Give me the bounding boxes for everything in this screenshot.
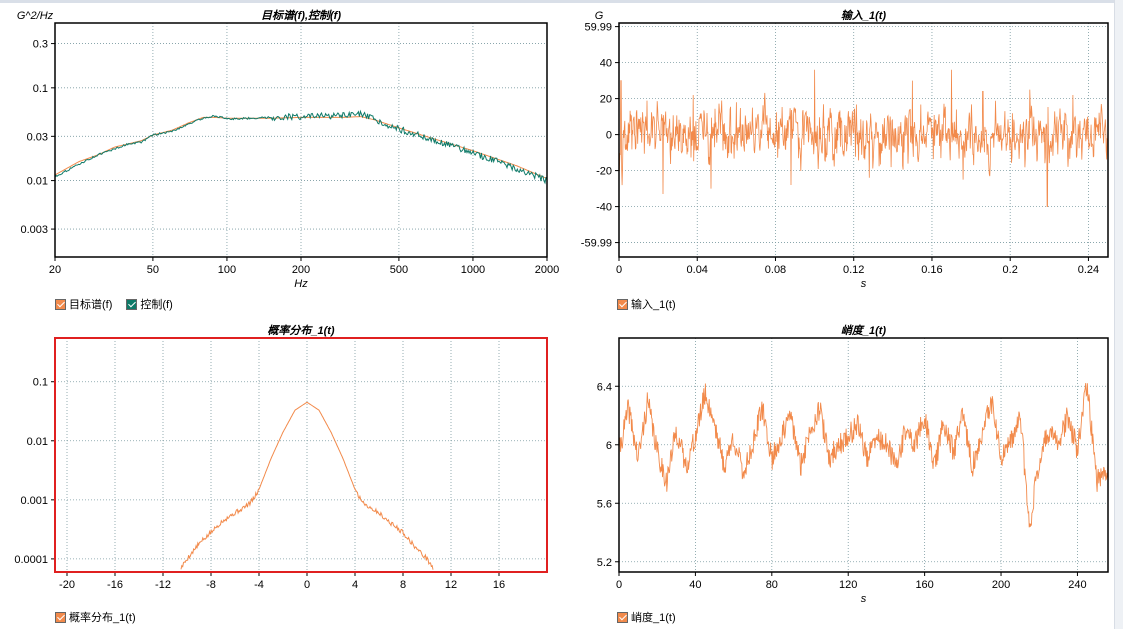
- y-tick-label: 20: [600, 94, 612, 106]
- x-tick-label: 80: [766, 579, 778, 591]
- x-tick-label: 8: [400, 579, 406, 591]
- x-tick-label: -12: [155, 579, 171, 591]
- x-tick-label: 100: [218, 264, 236, 276]
- kurt-chart[interactable]: 0 40 80 120 160 200 240 6.4 6 5.6 5.2 峭度_1(t)s: [560, 315, 1115, 607]
- kurt-chart-panel: 0 40 80 120 160 200 240 6.4 6 5.6 5.2 峭度_1(t) s 峭度_1…: [560, 315, 1115, 629]
- legend-item-control[interactable]: 控制(f): [126, 296, 173, 312]
- y-tick-label: 5.6: [597, 498, 612, 510]
- prob-chart-panel: -20 -16 -12 -8 -4 0 4 8 12 16 0.1 0.01 0.001 0.0001 概率…: [0, 315, 560, 629]
- x-tick-label: 0.04: [687, 264, 708, 276]
- x-tick-label: 12: [445, 579, 457, 591]
- x-tick-label: -16: [107, 579, 123, 591]
- window-top-border: [0, 0, 1123, 3]
- plot-border: [54, 337, 548, 573]
- y-tick-label: 6.4: [597, 381, 612, 393]
- x-tick-label: 40: [689, 579, 701, 591]
- y-tick-label: -20: [596, 166, 612, 178]
- chart-title: 峭度_1(t): [841, 324, 887, 337]
- x-tick-label: 160: [915, 579, 933, 591]
- legend-checkbox-input[interactable]: [617, 298, 628, 310]
- legend-checkbox-control[interactable]: [126, 298, 138, 310]
- y-tick-label: 0.3: [33, 39, 48, 51]
- legend-label-target: 目标谱(f): [69, 299, 113, 311]
- legend-item-input[interactable]: 输入_1(t): [617, 296, 676, 312]
- y-tick-label: 0.03: [27, 131, 48, 143]
- x-tick-label: 120: [839, 579, 857, 591]
- x-tick-label: 0.24: [1078, 264, 1099, 276]
- x-tick-label: 240: [1068, 579, 1086, 591]
- series-line-1: [55, 109, 547, 185]
- x-tick-label: 50: [147, 264, 159, 276]
- y-tick-label: -40: [596, 202, 612, 214]
- y-tick-label: 59.99: [584, 22, 612, 34]
- x-tick-label: 0.16: [921, 264, 942, 276]
- y-tick-label: 0: [606, 130, 612, 142]
- chart-title: 目标谱(f),控制(f): [261, 9, 341, 22]
- legend-item-prob[interactable]: 概率分布_1(t): [55, 609, 136, 625]
- kurt-legend: 峭度_1(t): [617, 609, 686, 625]
- scrollbar-track[interactable]: [1114, 0, 1123, 629]
- x-tick-label: 200: [292, 264, 310, 276]
- x-tick-label: 0.2: [1003, 264, 1018, 276]
- x-tick-label: 16: [493, 579, 505, 591]
- y-tick-label: 0.1: [33, 377, 48, 389]
- legend-label-kurt: 峭度_1(t): [631, 612, 676, 624]
- x-tick-label: 0: [304, 579, 310, 591]
- chart-title: 输入_1(t): [841, 9, 887, 22]
- x-tick-label: 0.08: [765, 264, 786, 276]
- input-chart[interactable]: 0 0.04 0.08 0.12 0.16 0.2 0.24 59.99 40 20 0 -20 -40…: [560, 0, 1115, 295]
- y-axis-label: G^2/Hz: [17, 10, 54, 22]
- legend-label-input: 输入_1(t): [631, 299, 676, 311]
- legend-checkbox-prob[interactable]: [55, 611, 66, 623]
- x-tick-label: -8: [206, 579, 216, 591]
- psd-chart-panel: 20 50 100 200 500 1000 2000 0.003 0.01 0.03 0.1 0.3…: [0, 0, 560, 315]
- input-legend: 输入_1(t): [617, 296, 686, 312]
- x-axis-label: Hz: [294, 278, 308, 290]
- y-tick-label: 0.0001: [14, 554, 48, 566]
- legend-label-control: 控制(f): [140, 299, 173, 311]
- series-line-input: [619, 69, 1108, 208]
- legend-checkbox-target[interactable]: [55, 298, 66, 310]
- chart-title: 概率分布_1(t): [267, 324, 335, 337]
- y-tick-label: 0.01: [27, 176, 48, 188]
- x-axis-label: s: [861, 593, 867, 605]
- psd-chart[interactable]: 20 50 100 200 500 1000 2000 0.003 0.01 0.03 0.1 0.3…: [0, 0, 560, 295]
- legend-item-target-spectrum[interactable]: 目标谱(f): [55, 296, 112, 312]
- plot-border: [54, 22, 548, 258]
- plot-border: [618, 22, 1109, 258]
- y-tick-label: 40: [600, 58, 612, 70]
- y-tick-label: 5.2: [597, 557, 612, 569]
- x-tick-label: 500: [390, 264, 408, 276]
- y-tick-label: 6: [606, 440, 612, 452]
- prob-legend: 概率分布_1(t): [55, 609, 146, 625]
- plot-area: [55, 338, 547, 572]
- input-chart-panel: 0 0.04 0.08 0.12 0.16 0.2 0.24 59.99 40 20 0 -20 -40…: [560, 0, 1115, 315]
- psd-legend: 目标谱(f) 控制(f): [55, 296, 183, 312]
- series-line-kurt: [619, 382, 1108, 528]
- y-tick-label: 0.001: [20, 495, 48, 507]
- y-tick-label: -59.99: [581, 238, 612, 250]
- x-tick-label: 0.12: [843, 264, 864, 276]
- legend-label-prob: 概率分布_1(t): [69, 612, 136, 624]
- x-tick-label: 0: [616, 579, 622, 591]
- series-line-prob: [180, 401, 434, 570]
- x-tick-label: 4: [352, 579, 358, 591]
- legend-checkbox-kurt[interactable]: [617, 611, 628, 623]
- plot-border: [618, 337, 1109, 573]
- legend-item-kurt[interactable]: 峭度_1(t): [617, 609, 676, 625]
- x-tick-label: 20: [49, 264, 61, 276]
- x-tick-label: -4: [254, 579, 264, 591]
- x-tick-label: 1000: [461, 264, 485, 276]
- x-tick-label: -20: [59, 579, 75, 591]
- y-tick-label: 0.003: [20, 224, 48, 236]
- x-tick-label: 2000: [535, 264, 559, 276]
- x-axis-label: s: [861, 278, 867, 290]
- x-tick-label: 0: [616, 264, 622, 276]
- x-tick-label: 200: [992, 579, 1010, 591]
- y-tick-label: 0.1: [33, 83, 48, 95]
- prob-chart[interactable]: -20 -16 -12 -8 -4 0 4 8 12 16 0.1 0.01 0.001 0.0001 概率…: [0, 315, 560, 607]
- y-axis-label: G: [595, 10, 604, 22]
- y-tick-label: 0.01: [27, 436, 48, 448]
